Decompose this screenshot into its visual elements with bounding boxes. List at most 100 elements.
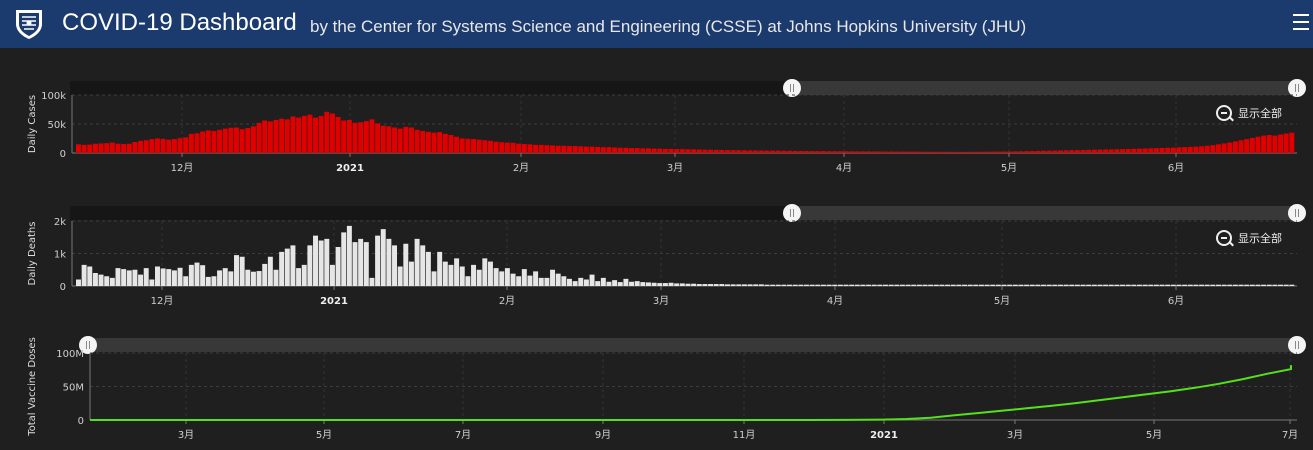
zoom-reset-button-cases[interactable]: 显示全部 <box>1216 104 1282 122</box>
data-bar <box>1041 284 1047 286</box>
data-bar <box>600 277 606 286</box>
data-bar <box>420 130 426 153</box>
data-bar <box>369 119 375 153</box>
data-bar <box>459 266 465 286</box>
data-bar <box>273 269 279 286</box>
data-bar <box>121 144 127 153</box>
data-bar <box>770 150 776 153</box>
hamburger-menu-icon[interactable] <box>1293 14 1309 32</box>
data-bar <box>1278 284 1284 286</box>
data-bar <box>454 136 460 153</box>
data-bar <box>81 264 87 286</box>
data-bar <box>764 284 770 286</box>
data-bar <box>713 284 719 286</box>
data-bar <box>431 132 437 153</box>
data-bar <box>166 139 172 153</box>
zoom-handle-right[interactable] <box>1288 204 1306 222</box>
data-bar <box>448 135 454 153</box>
data-bar <box>1029 151 1035 153</box>
zoom-reset-button-deaths[interactable]: 显示全部 <box>1216 229 1282 247</box>
data-bar <box>612 147 618 153</box>
data-bar <box>640 148 646 153</box>
data-bar <box>454 258 460 286</box>
zoom-handle-left[interactable] <box>783 204 801 222</box>
data-bar <box>155 138 160 153</box>
data-bar <box>1249 137 1255 153</box>
jhu-shield-icon <box>16 10 42 39</box>
data-bar <box>1074 150 1080 153</box>
dashboard-header: COVID-19 Dashboard by the Center for Sys… <box>0 0 1313 49</box>
data-bar <box>171 139 177 153</box>
data-bar <box>504 268 510 286</box>
data-bar <box>166 269 172 286</box>
data-bar <box>459 138 465 153</box>
data-bar <box>1074 284 1080 286</box>
data-bar <box>657 148 663 153</box>
data-bar <box>860 284 866 286</box>
data-bar <box>1057 284 1063 286</box>
data-bar <box>804 150 809 153</box>
data-bar <box>143 140 149 153</box>
y-axis-title: Daily Deaths <box>27 222 38 286</box>
data-bar <box>126 143 132 153</box>
data-bar <box>380 229 386 286</box>
data-bar <box>1052 284 1058 286</box>
data-bar <box>239 129 245 153</box>
data-bar <box>1193 284 1199 286</box>
data-bar <box>352 242 358 286</box>
data-bar <box>290 116 296 153</box>
data-bar <box>922 284 928 286</box>
y-tick-label: 0 <box>60 149 66 160</box>
data-bar <box>572 281 578 286</box>
data-bar <box>256 122 262 153</box>
data-bar <box>973 151 979 153</box>
zoom-handle-left[interactable] <box>79 336 97 354</box>
data-bar <box>1289 132 1295 153</box>
data-bar <box>1080 284 1086 286</box>
data-bar <box>781 150 787 153</box>
data-bar <box>911 284 917 286</box>
data-bar <box>860 151 866 153</box>
data-bar <box>1131 148 1137 153</box>
data-bar <box>561 145 567 153</box>
data-bar <box>363 242 369 286</box>
data-bar <box>1210 284 1216 286</box>
x-tick-label: 2021 <box>336 163 364 174</box>
zoom-handle-right[interactable] <box>1288 336 1306 354</box>
data-bar <box>499 142 505 153</box>
data-bar <box>1097 149 1103 153</box>
data-bar <box>956 151 962 153</box>
data-bar <box>76 144 81 153</box>
y-tick-label: 50k <box>47 120 66 131</box>
zoom-selection-range[interactable] <box>88 338 1297 352</box>
data-bar <box>623 147 629 153</box>
zoom-handle-left[interactable] <box>783 79 801 97</box>
data-bar <box>482 140 488 153</box>
data-bar <box>826 284 832 286</box>
data-bar <box>516 276 522 286</box>
zoom-selection-range[interactable] <box>792 81 1297 95</box>
data-bar <box>809 284 815 286</box>
data-bar <box>640 282 646 286</box>
zoom-selection-range[interactable] <box>792 206 1297 220</box>
x-tick-label: 2月 <box>499 295 515 307</box>
data-bar <box>211 276 217 286</box>
x-tick-label: 5月 <box>994 295 1010 307</box>
data-bar <box>279 251 285 286</box>
zoom-handle-right[interactable] <box>1288 79 1306 97</box>
y-tick-label: 50M <box>63 383 84 394</box>
data-bar <box>109 277 115 286</box>
data-bar <box>324 238 330 286</box>
data-bar <box>476 269 482 286</box>
data-bar <box>1215 284 1221 286</box>
data-bar <box>1046 150 1052 153</box>
data-bar <box>1153 284 1159 286</box>
data-bar <box>1232 284 1238 286</box>
data-bar <box>1097 284 1103 286</box>
data-bar <box>1170 147 1176 153</box>
data-bar <box>606 147 612 153</box>
data-bar <box>98 143 104 153</box>
data-bar <box>375 123 381 153</box>
data-bar <box>363 121 369 153</box>
data-bar <box>234 127 239 153</box>
